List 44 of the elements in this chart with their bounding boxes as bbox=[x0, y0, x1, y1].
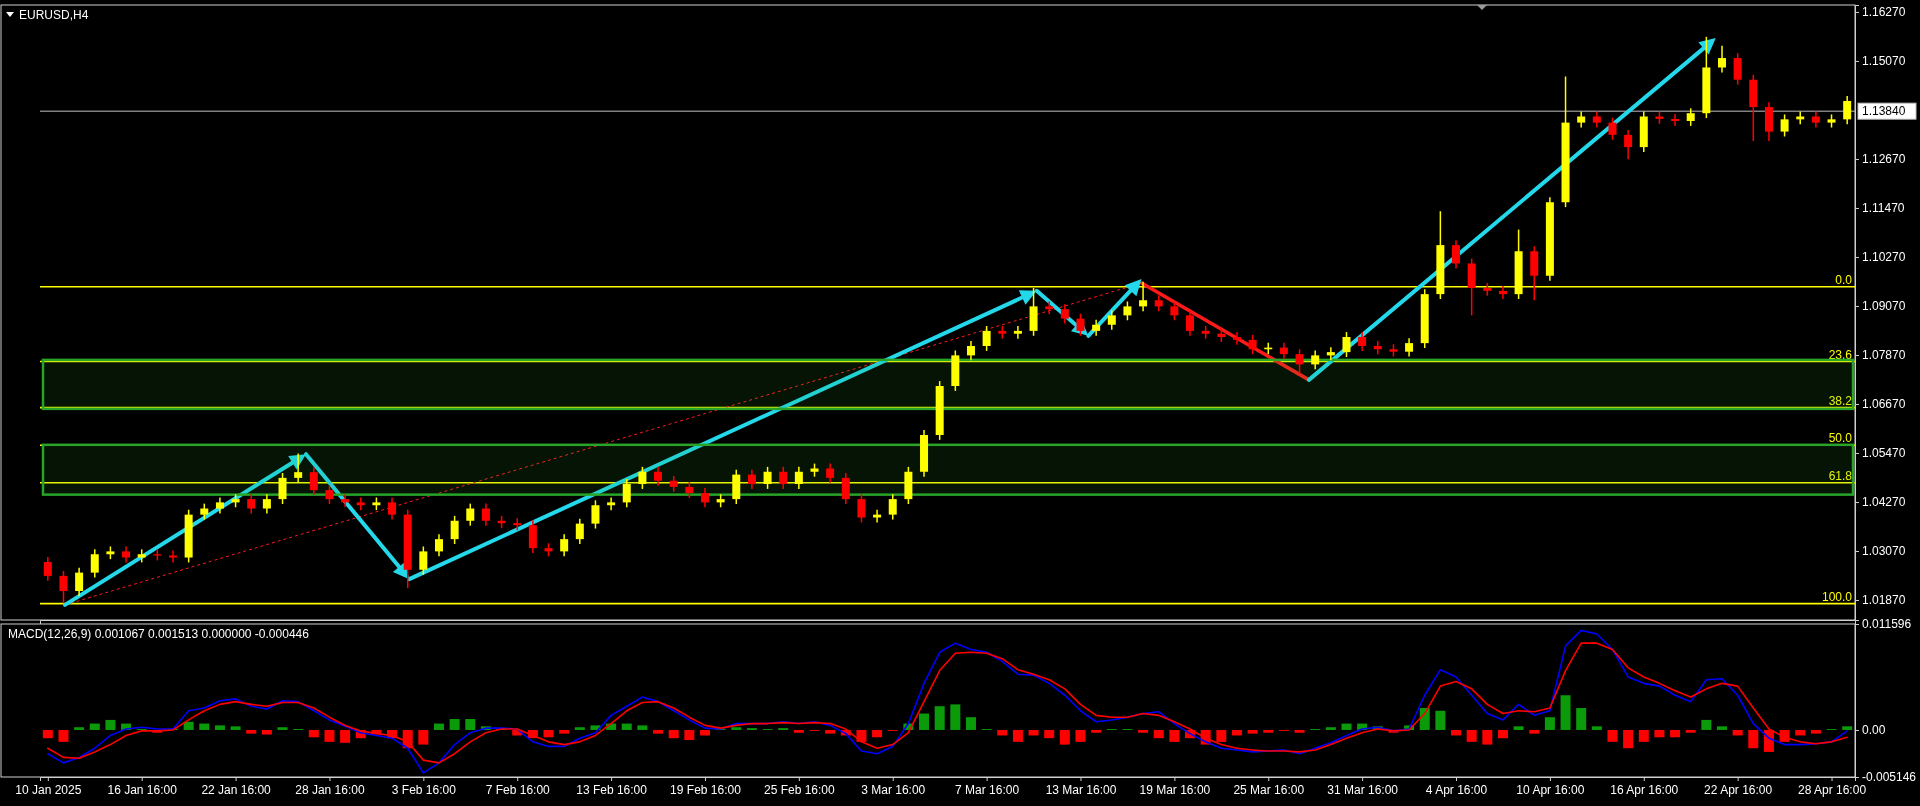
annotation: 61.8 bbox=[1828, 468, 1853, 483]
x-tick-label: 3 Mar 16:00 bbox=[861, 782, 926, 797]
y-tick-label: 0.00 bbox=[1862, 723, 1886, 738]
ref-line-label: 1.13840 bbox=[1862, 104, 1906, 119]
y-tick-label: 1.12670 bbox=[1862, 152, 1906, 167]
x-tick-label: 22 Apr 16:00 bbox=[1704, 782, 1773, 797]
annotation: 50.0 bbox=[1828, 431, 1853, 446]
y-tick-label: 1.15070 bbox=[1862, 54, 1906, 69]
x-tick-label: 7 Mar 16:00 bbox=[955, 782, 1020, 797]
x-tick-label: 31 Mar 16:00 bbox=[1327, 782, 1399, 797]
y-tick-label: 1.10270 bbox=[1862, 250, 1906, 265]
y-tick-label: 1.07870 bbox=[1862, 348, 1906, 363]
y-tick-label: 1.05470 bbox=[1862, 446, 1906, 461]
chart-title: MACD(12,26,9) 0.001067 0.001513 0.000000 -0.000446 bbox=[8, 627, 310, 641]
y-tick-label: 1.11470 bbox=[1862, 201, 1905, 216]
x-tick-label: 19 Mar 16:00 bbox=[1139, 782, 1211, 797]
y-tick-label: 1.03070 bbox=[1862, 544, 1906, 559]
y-tick-label: 1.01870 bbox=[1862, 593, 1906, 608]
x-tick-label: 7 Feb 16:00 bbox=[485, 782, 551, 797]
x-tick-label: 10 Apr 16:00 bbox=[1516, 782, 1585, 797]
x-tick-label: 13 Feb 16:00 bbox=[576, 782, 648, 797]
x-tick-label: 3 Feb 16:00 bbox=[391, 782, 457, 797]
x-tick-label: 28 Apr 16:00 bbox=[1798, 782, 1867, 797]
x-tick-label: 16 Apr 16:00 bbox=[1610, 782, 1679, 797]
annotation: 23.6 bbox=[1828, 347, 1853, 362]
chart-title: EURUSD,H4 bbox=[19, 8, 89, 22]
y-tick-label: 1.04270 bbox=[1862, 495, 1906, 510]
annotation: 0.0 bbox=[1835, 272, 1853, 287]
x-tick-label: 10 Jan 2025 bbox=[15, 782, 82, 797]
y-tick-label: 0.011596 bbox=[1862, 617, 1912, 632]
x-tick-label: 19 Feb 16:00 bbox=[670, 782, 742, 797]
y-tick-label: 1.06670 bbox=[1862, 397, 1906, 412]
x-tick-label: 25 Feb 16:00 bbox=[763, 782, 836, 797]
x-tick-label: 4 Apr 16:00 bbox=[1425, 782, 1488, 797]
x-tick-label: 28 Jan 16:00 bbox=[295, 782, 365, 797]
y-tick-label: 1.09070 bbox=[1862, 299, 1906, 314]
annotation: 100.0 bbox=[1821, 589, 1853, 604]
x-tick-label: 25 Mar 16:00 bbox=[1233, 782, 1305, 797]
y-tick-label: 1.16270 bbox=[1862, 5, 1906, 20]
x-tick-label: 22 Jan 16:00 bbox=[201, 782, 272, 797]
x-tick-label: 13 Mar 16:00 bbox=[1045, 782, 1117, 797]
annotation: 38.2 bbox=[1828, 393, 1853, 408]
y-tick-label: -0.005146 bbox=[1862, 770, 1917, 785]
x-tick-label: 16 Jan 16:00 bbox=[107, 782, 178, 797]
